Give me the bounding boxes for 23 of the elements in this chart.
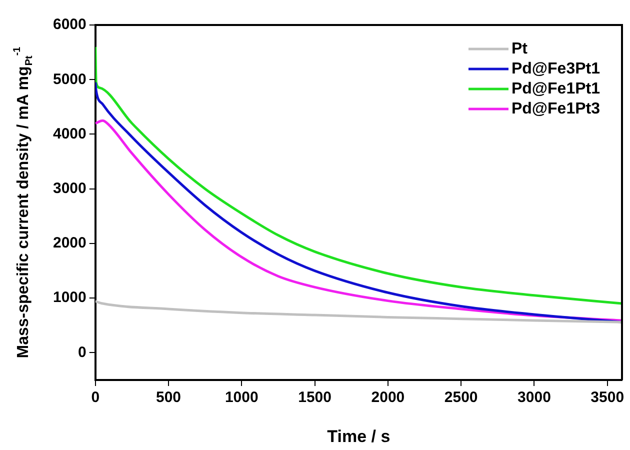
x-tick-label: 500 bbox=[156, 389, 182, 406]
legend-label: Pd@Fe1Pt1 bbox=[511, 80, 600, 98]
y-tick-label: 0 bbox=[78, 344, 86, 361]
x-tick-label: 1500 bbox=[298, 389, 332, 406]
legend-label: Pt bbox=[511, 40, 528, 58]
x-tick-label: 3000 bbox=[518, 389, 551, 406]
x-tick-label: 1000 bbox=[224, 389, 258, 406]
y-tick-label: 3000 bbox=[52, 180, 86, 197]
x-axis-title: Time / s bbox=[327, 427, 390, 446]
y-tick-label: 6000 bbox=[52, 16, 86, 34]
x-tick-label: 3500 bbox=[590, 389, 624, 406]
y-axis-title: Mass-specific current density / mA mgPt-1 bbox=[12, 46, 35, 358]
line-series bbox=[95, 81, 622, 324]
y-tick-label: 1000 bbox=[52, 289, 86, 306]
y-tick-label: 4000 bbox=[52, 125, 86, 142]
y-tick-label: 2000 bbox=[52, 234, 86, 252]
legend-label: Pd@Fe3Pt1 bbox=[511, 60, 600, 78]
legend-label: Pd@Fe1Pt3 bbox=[511, 100, 600, 118]
x-tick-label: 0 bbox=[91, 389, 100, 406]
y-tick-label: 5000 bbox=[52, 70, 86, 88]
x-tick-label: 2000 bbox=[371, 389, 405, 406]
line-series bbox=[95, 300, 622, 324]
x-tick-label: 2500 bbox=[444, 389, 478, 406]
